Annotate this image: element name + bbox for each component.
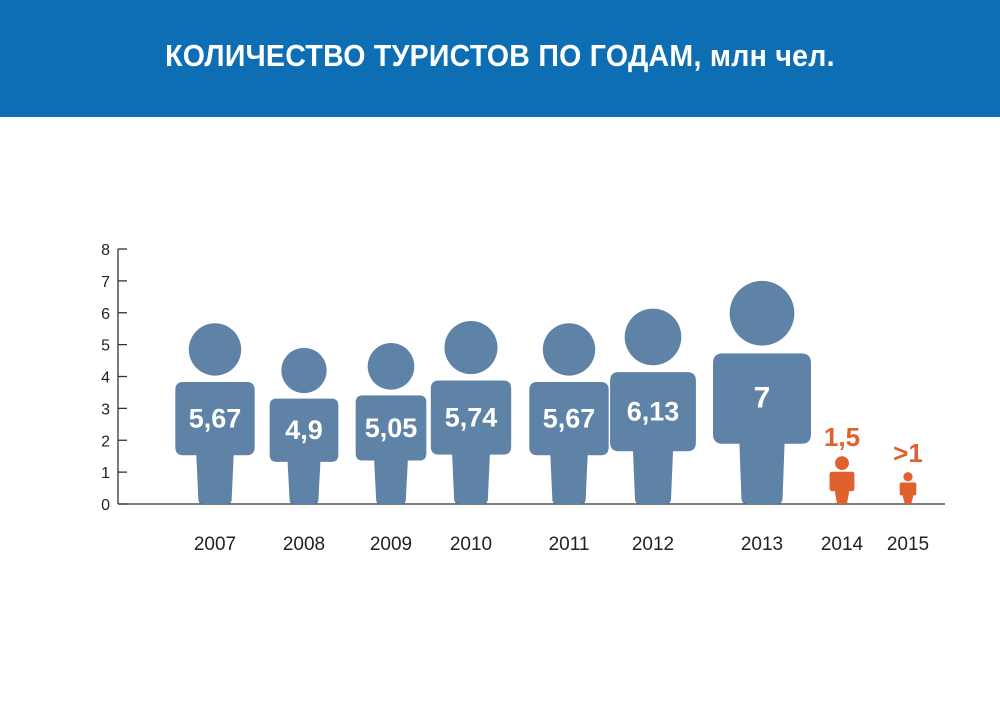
x-tick-label: 2008: [283, 534, 325, 555]
data-label: 1,5: [824, 422, 860, 452]
x-tick-label: 2007: [194, 534, 236, 555]
data-label: 7: [754, 382, 771, 415]
person-mark: 5,74: [430, 321, 512, 504]
data-label: 5,67: [189, 404, 242, 434]
y-tick-label: 6: [101, 306, 110, 323]
person-head: [624, 308, 682, 366]
person-mark: 5,05: [355, 343, 427, 504]
header-banner: КОЛИЧЕСТВО ТУРИСТОВ ПО ГОДАМ, млн чел.: [0, 0, 1000, 117]
person-body: [899, 482, 917, 504]
y-tick-label: 7: [101, 274, 110, 291]
x-tick-label: 2011: [549, 534, 590, 555]
person-mark: 4,9: [269, 347, 339, 504]
x-tick-label: 2009: [370, 534, 412, 555]
person-body: [529, 382, 609, 504]
person-mark: 6,13: [610, 308, 696, 504]
data-label: 6,13: [627, 397, 680, 427]
y-tick-label: 8: [101, 242, 110, 259]
y-tick-label: 0: [101, 497, 110, 514]
y-tick-label: 4: [101, 370, 110, 387]
y-tick-label: 5: [101, 338, 110, 355]
person-body: [430, 380, 512, 504]
person-head: [281, 347, 327, 394]
person-body: [829, 471, 855, 504]
y-tick-label: 3: [101, 401, 110, 418]
x-tick-label: 2014: [821, 534, 864, 555]
x-tick-label: 2013: [741, 534, 783, 555]
person-body: [269, 398, 339, 504]
x-tick-label: 2010: [450, 534, 492, 555]
data-label: 4,9: [285, 415, 323, 445]
person-head: [903, 472, 913, 482]
person-body: [175, 382, 255, 504]
x-tick-label: 2015: [887, 534, 929, 555]
person-mark: 7: [713, 280, 811, 504]
person-head: [835, 456, 849, 471]
person-mark: 1,5: [824, 422, 860, 504]
person-head: [729, 280, 795, 346]
person-head: [542, 323, 596, 376]
y-axis: 0 1 2 3 4 5 6 7 8: [101, 242, 945, 514]
person-body: [713, 353, 811, 504]
data-label: 5,67: [543, 404, 596, 434]
person-head: [188, 323, 242, 376]
person-mark: >1: [893, 438, 923, 504]
data-label: 5,05: [365, 413, 418, 443]
data-label: 5,74: [445, 403, 498, 433]
person-head: [367, 343, 415, 390]
data-label: >1: [893, 438, 923, 468]
chart-marks: 5,67 2007 4,9 2008 5,05 2009 5,74 2010 5,67 2011 6…: [175, 280, 929, 555]
x-tick-label: 2012: [632, 534, 674, 555]
y-tick-label: 2: [101, 433, 110, 450]
person-head: [444, 321, 498, 375]
person-mark: 5,67: [529, 323, 609, 504]
person-body: [610, 372, 696, 504]
chart-title: КОЛИЧЕСТВО ТУРИСТОВ ПО ГОДАМ, млн чел.: [165, 38, 835, 73]
person-mark: 5,67: [175, 323, 255, 504]
y-tick-label: 1: [101, 465, 110, 482]
person-body: [355, 395, 427, 504]
